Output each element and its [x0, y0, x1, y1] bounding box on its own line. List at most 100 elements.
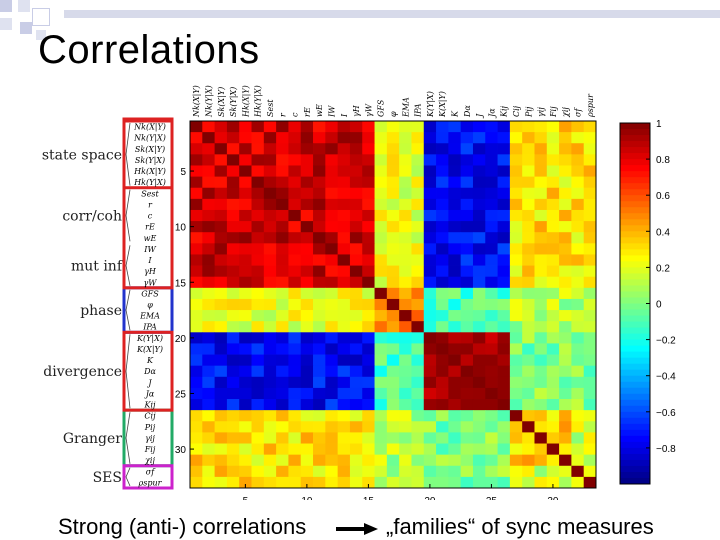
heatmap-cell: [313, 387, 326, 400]
heatmap-cell: [546, 465, 560, 478]
heatmap-cell: [485, 287, 498, 300]
heatmap-cell: [374, 432, 388, 444]
heatmap-cell: [423, 121, 437, 133]
heatmap-cell: [337, 254, 351, 266]
heatmap-cell: [546, 132, 560, 144]
heatmap-cell: [263, 465, 277, 478]
colorbar-step: [620, 447, 650, 455]
heatmap-cell: [239, 221, 252, 233]
colorbar-step: [620, 201, 650, 208]
heatmap-cell: [214, 121, 228, 133]
x-tick-label: 30: [547, 496, 559, 500]
heatmap-cell: [300, 376, 314, 389]
heatmap-cell: [423, 476, 437, 489]
heatmap-cell: [522, 121, 535, 133]
heatmap-cell: [251, 343, 265, 355]
heatmap-cell: [497, 232, 511, 244]
heatmap-cell: [509, 399, 523, 411]
heatmap-cell: [251, 143, 265, 155]
heatmap-cell: [337, 198, 351, 211]
heatmap-cell: [460, 298, 474, 311]
heatmap-cell: [571, 132, 585, 144]
heatmap-cell: [509, 432, 523, 444]
heatmap-cell: [288, 276, 302, 289]
heatmap-cell: [263, 399, 277, 411]
heatmap-cell: [313, 176, 326, 189]
heatmap-cell: [436, 343, 449, 355]
heatmap-cell: [214, 310, 228, 322]
heatmap-cell: [226, 276, 240, 289]
heatmap-cell: [534, 265, 548, 278]
heatmap-cell: [325, 376, 339, 389]
heatmap-cell: [423, 198, 437, 211]
heatmap-cell: [239, 354, 252, 367]
heatmap-cell: [300, 209, 314, 222]
heatmap-cell: [448, 198, 462, 211]
heatmap-cell: [411, 287, 425, 300]
heatmap-cell: [460, 176, 474, 189]
heatmap-cell: [325, 399, 339, 411]
heatmap-cell: [239, 376, 252, 389]
heatmap-cell: [313, 432, 326, 444]
heatmap-cell: [411, 298, 425, 311]
heatmap-cell: [448, 410, 462, 422]
heatmap-cell: [374, 287, 388, 300]
heatmap-cell: [546, 410, 560, 422]
heatmap-cell: [522, 432, 535, 444]
heatmap-cell: [559, 254, 572, 266]
heatmap-cell: [226, 399, 240, 411]
heatmap-cell: [559, 221, 572, 233]
heatmap-cell: [411, 143, 425, 155]
heatmap-cell: [485, 310, 498, 322]
heatmap-cell: [337, 343, 351, 355]
heatmap-cell: [423, 310, 437, 322]
heatmap-cell: [485, 132, 498, 144]
heatmap-cell: [509, 376, 523, 389]
heatmap-cell: [288, 221, 302, 233]
heatmap-cell: [509, 221, 523, 233]
colorbar-step: [620, 321, 650, 329]
heatmap-cell: [214, 399, 228, 411]
colorbar-step: [620, 381, 650, 389]
heatmap-cell: [190, 443, 203, 456]
row-label: Dα: [143, 367, 156, 376]
heatmap-cell: [349, 321, 363, 333]
heatmap-cell: [497, 421, 511, 433]
heatmap-cell: [448, 476, 462, 489]
heatmap-cell: [485, 176, 498, 189]
colorbar-tick-label: 1: [656, 119, 662, 130]
heatmap-cell: [583, 310, 597, 322]
heatmap-cell: [337, 176, 351, 189]
heatmap-cell: [386, 365, 400, 378]
heatmap-cell: [251, 310, 265, 322]
group-label: divergence: [43, 364, 122, 380]
heatmap-cell: [460, 443, 474, 456]
heatmap-cell: [485, 143, 498, 155]
heatmap-cell: [362, 321, 375, 333]
heatmap-cell: [214, 476, 228, 489]
colorbar-tick-label: 0: [656, 300, 662, 311]
heatmap-cell: [300, 476, 314, 489]
colorbar-step: [620, 285, 650, 292]
heatmap-cell: [362, 176, 375, 189]
heatmap-cell: [202, 332, 215, 344]
heatmap-cell: [546, 187, 560, 200]
heatmap-cell: [411, 310, 425, 322]
heatmap-cell: [460, 132, 474, 144]
row-label: Sk(X|Y): [135, 145, 165, 154]
heatmap-cell: [522, 143, 535, 155]
column-label: γH: [352, 104, 361, 117]
x-tick-label: 20: [424, 496, 436, 500]
heatmap-cell: [374, 476, 388, 489]
heatmap-cell: [522, 310, 535, 322]
heatmap-cell: [239, 187, 252, 200]
heatmap-cell: [313, 232, 326, 244]
heatmap-cell: [485, 476, 498, 489]
heatmap-cell: [374, 298, 388, 311]
heatmap-cell: [349, 165, 363, 177]
heatmap-cell: [423, 132, 437, 144]
heatmap-cell: [349, 476, 363, 489]
heatmap-cell: [522, 132, 535, 144]
heatmap-cell: [226, 209, 240, 222]
heatmap-cell: [190, 399, 203, 411]
